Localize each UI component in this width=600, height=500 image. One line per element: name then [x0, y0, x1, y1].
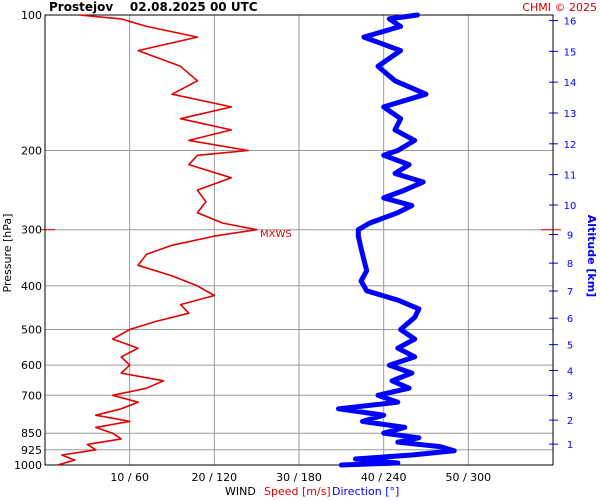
y-axis-label: Pressure [hPa]	[1, 214, 14, 293]
altitude-tick-label: 15	[564, 47, 577, 58]
pressure-tick-label: 700	[21, 389, 42, 402]
y2-axis-label: Altitude [km]	[585, 215, 598, 297]
wind-tick-label: 30 / 180	[276, 471, 322, 484]
mxws-annotation: MXWS	[260, 229, 292, 240]
altitude-tick-label: 5	[567, 341, 573, 352]
pressure-tick-label: 400	[21, 280, 42, 293]
altitude-tick-label: 14	[564, 78, 577, 89]
altitude-tick-label: 12	[564, 140, 577, 151]
altitude-tick-label: 13	[564, 109, 577, 120]
pressure-tick-label: 925	[21, 444, 42, 457]
altitude-tick-label: 10	[564, 201, 577, 212]
altitude-tick-label: 3	[567, 392, 573, 403]
altitude-tick-label: 16	[564, 17, 577, 28]
chart-title: Prostejov 02.08.2025 00 UTC	[49, 0, 258, 14]
pressure-tick-label: 200	[21, 144, 42, 157]
pressure-tick-label: 500	[21, 324, 42, 337]
altitude-tick-label: 4	[567, 366, 573, 377]
plot-frame	[44, 14, 554, 466]
wind-tick-label: 10 / 60	[110, 471, 149, 484]
altitude-tick-label: 6	[567, 314, 573, 325]
wind-tick-label: 40 / 240	[361, 471, 407, 484]
pressure-tick-label: 850	[21, 427, 42, 440]
x-axis-speed-label: Speed [m/s]	[264, 485, 331, 498]
direction-line	[336, 12, 457, 468]
grid	[41, 15, 561, 465]
altitude-tick-label: 1	[567, 440, 573, 451]
altitude-tick-label: 7	[567, 287, 573, 298]
series-layer	[57, 12, 457, 468]
wind-tick-label: 50 / 300	[445, 471, 491, 484]
altitude-tick-label: 11	[564, 171, 577, 182]
altitude-tick-label: 9	[567, 230, 573, 241]
pressure-tick-label: 600	[21, 359, 42, 372]
x-axis-direction-label: Direction [°]	[332, 485, 399, 498]
altitude-tick-label: 8	[567, 259, 573, 270]
pressure-tick-label: 1000	[14, 459, 42, 472]
pressure-tick-label: 300	[21, 224, 42, 237]
altitude-tick-label: 2	[567, 416, 573, 427]
wind-tick-label: 20 / 120	[191, 471, 237, 484]
pressure-tick-label: 100	[21, 9, 42, 22]
speed-line	[57, 14, 258, 466]
x-axis-wind-label: WIND	[225, 485, 256, 498]
copyright-label: CHMI © 2025	[522, 1, 597, 14]
